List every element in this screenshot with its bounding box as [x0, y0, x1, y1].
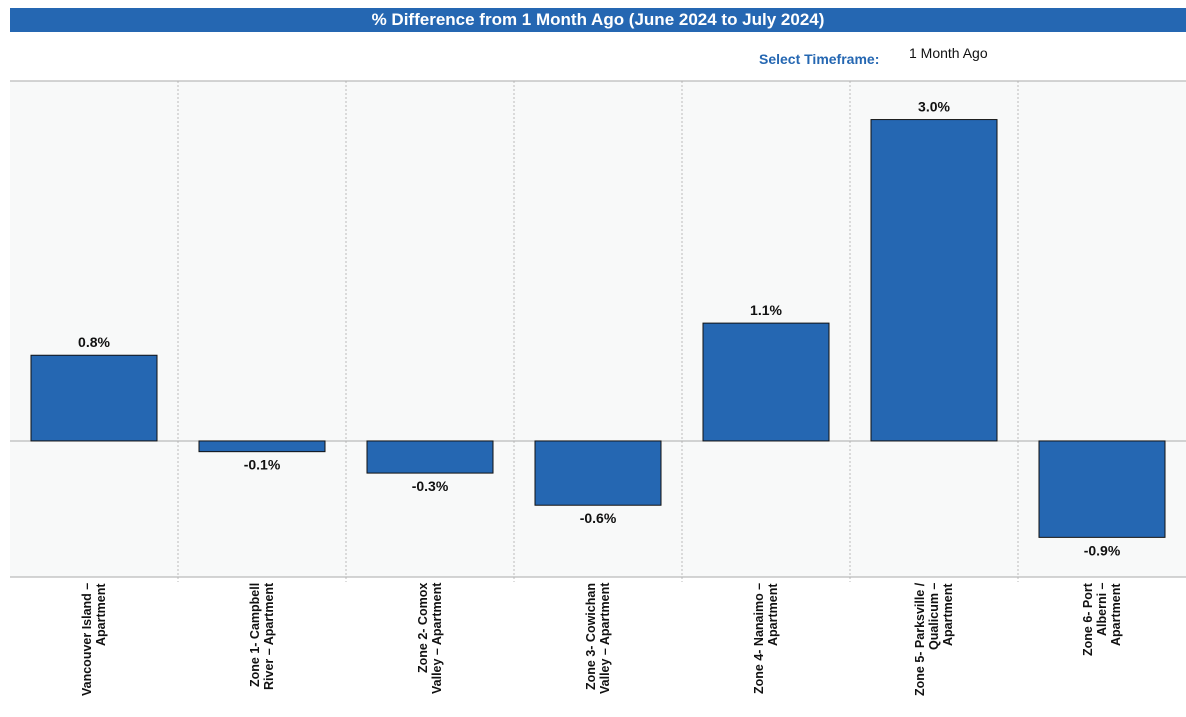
- x-tick-label: Zone 6- Port Alberni – Apartment: [1081, 583, 1123, 656]
- bar: [366, 440, 494, 474]
- x-tick-label: Zone 2- Comox Valley – Apartment: [416, 583, 444, 695]
- x-tick-label: Zone 3- Cowichan Valley – Apartment: [584, 583, 612, 695]
- timeframe-select[interactable]: 1 Month Ago: [909, 45, 988, 61]
- bar: [534, 440, 662, 506]
- x-tick-label: Vancouver Island – Apartment: [80, 583, 108, 697]
- bar: [198, 440, 326, 453]
- data-label: -0.1%: [244, 457, 281, 473]
- x-tick-label: Zone 1- Campbell River – Apartment: [248, 583, 276, 691]
- data-label: 1.1%: [750, 302, 782, 318]
- bar: [702, 322, 830, 442]
- bar: [870, 119, 998, 442]
- data-label: -0.9%: [1084, 542, 1121, 558]
- chart-title: % Difference from 1 Month Ago (June 2024…: [10, 8, 1186, 32]
- data-label: 0.8%: [78, 334, 110, 350]
- bar: [30, 354, 158, 442]
- x-tick-label: Zone 5- Parksville / Qualicum – Apartmen…: [913, 583, 955, 697]
- data-label: -0.3%: [412, 478, 449, 494]
- bar: [1038, 440, 1166, 538]
- x-tick-label: Zone 4- Nanaimo – Apartment: [752, 583, 780, 695]
- data-label: 3.0%: [918, 99, 950, 115]
- timeframe-label: Select Timeframe:: [759, 51, 880, 67]
- data-label: -0.6%: [580, 510, 617, 526]
